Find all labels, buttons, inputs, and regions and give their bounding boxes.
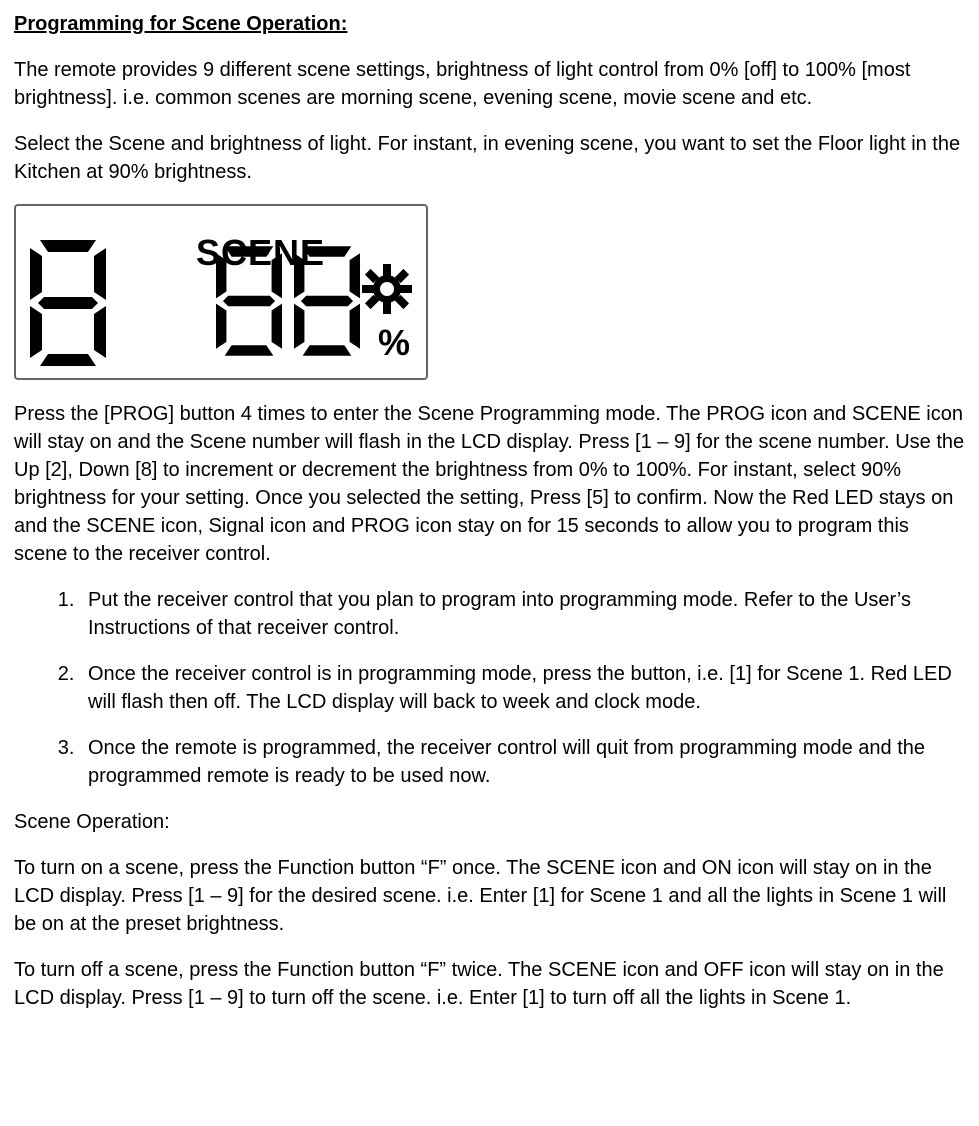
list-item: Once the remote is programmed, the recei…: [80, 734, 965, 790]
gear-icon: [362, 264, 412, 322]
paragraph-instructions: Press the [PROG] button 4 times to enter…: [14, 400, 965, 568]
lcd-display-figure: SCENE: [14, 204, 428, 380]
paragraph-scene-off: To turn off a scene, press the Function …: [14, 956, 965, 1012]
paragraph-intro-2: Select the Scene and brightness of light…: [14, 130, 965, 186]
lcd-percent-symbol: %: [378, 318, 410, 368]
scene-operation-heading: Scene Operation:: [14, 808, 965, 836]
section-title: Programming for Scene Operation:: [14, 10, 965, 38]
lcd-digit-2: [216, 246, 282, 356]
list-item: Once the receiver control is in programm…: [80, 660, 965, 716]
list-item: Put the receiver control that you plan t…: [80, 586, 965, 642]
lcd-digit-1: [30, 240, 106, 366]
lcd-digit-3: [294, 246, 360, 356]
steps-list: Put the receiver control that you plan t…: [14, 586, 965, 790]
paragraph-intro-1: The remote provides 9 different scene se…: [14, 56, 965, 112]
paragraph-scene-on: To turn on a scene, press the Function b…: [14, 854, 965, 938]
